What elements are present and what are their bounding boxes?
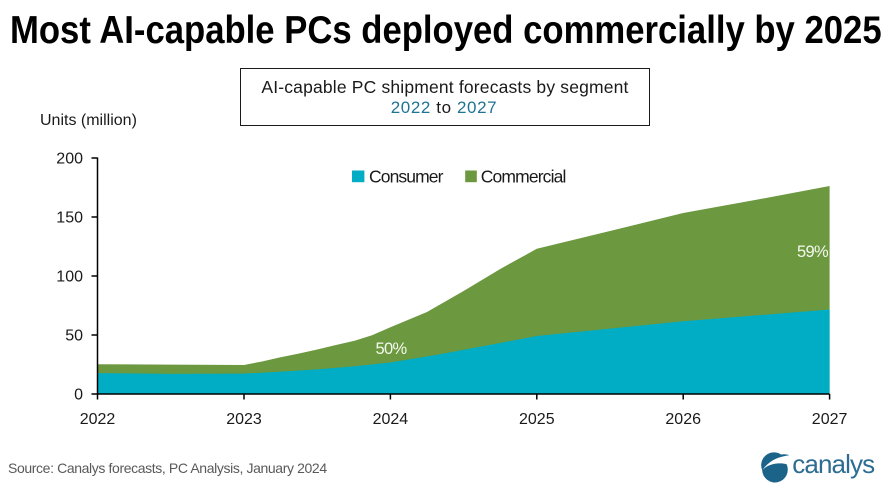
svg-text:59%: 59% <box>797 243 829 261</box>
svg-text:150: 150 <box>56 210 83 227</box>
svg-text:2027: 2027 <box>812 411 848 428</box>
svg-text:50: 50 <box>65 328 83 345</box>
svg-text:2022: 2022 <box>80 411 116 428</box>
svg-text:2025: 2025 <box>519 411 555 428</box>
svg-text:2024: 2024 <box>373 411 409 428</box>
svg-text:200: 200 <box>56 151 83 168</box>
svg-text:2026: 2026 <box>665 411 701 428</box>
svg-text:Commercial: Commercial <box>481 167 566 187</box>
svg-text:100: 100 <box>56 269 83 286</box>
svg-text:2023: 2023 <box>226 411 262 428</box>
svg-text:50%: 50% <box>376 340 408 358</box>
svg-text:0: 0 <box>74 387 83 404</box>
svg-text:Consumer: Consumer <box>369 167 444 187</box>
svg-text:canalys: canalys <box>792 449 875 479</box>
